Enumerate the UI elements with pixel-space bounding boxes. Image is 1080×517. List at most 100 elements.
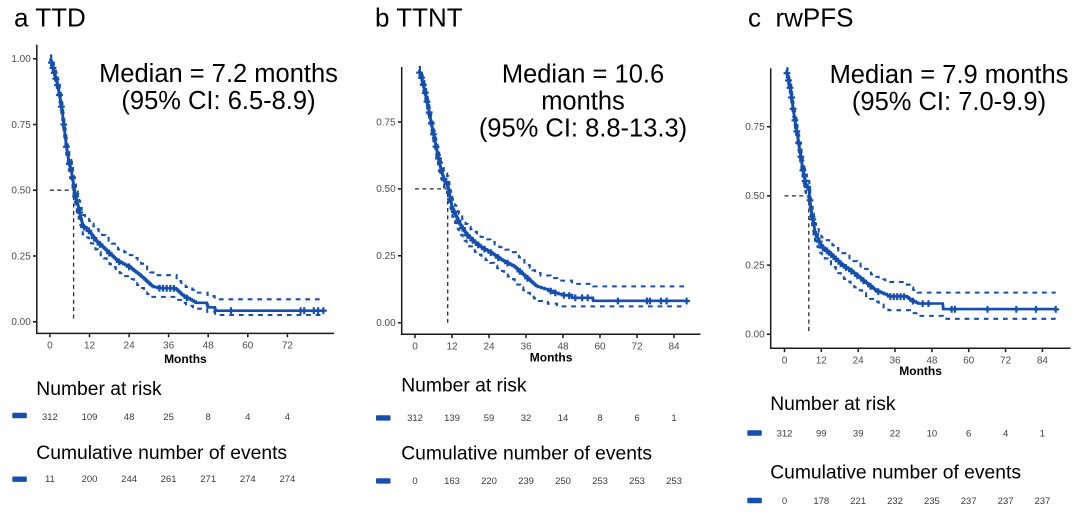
svg-text:Months: Months — [899, 364, 942, 378]
svg-text:312: 312 — [42, 412, 58, 423]
svg-text:24: 24 — [483, 342, 495, 353]
svg-text:0: 0 — [412, 476, 417, 487]
svg-text:235: 235 — [924, 496, 940, 507]
svg-text:109: 109 — [82, 412, 98, 423]
svg-text:274: 274 — [279, 474, 295, 485]
svg-text:Cumulative number of events: Cumulative number of events — [770, 462, 1021, 483]
svg-text:0.25: 0.25 — [376, 251, 396, 262]
svg-text:36: 36 — [520, 342, 532, 353]
svg-text:72: 72 — [282, 341, 294, 352]
svg-text:39: 39 — [853, 428, 864, 439]
svg-text:0: 0 — [47, 341, 53, 352]
svg-text:22: 22 — [890, 428, 901, 439]
svg-text:253: 253 — [629, 476, 645, 487]
svg-text:(95% CI: 8.8-13.3): (95% CI: 8.8-13.3) — [479, 115, 687, 143]
svg-text:8: 8 — [597, 413, 602, 424]
svg-text:253: 253 — [592, 476, 608, 487]
svg-text:163: 163 — [444, 476, 460, 487]
svg-text:Median = 10.6: Median = 10.6 — [502, 61, 664, 89]
svg-text:0.00: 0.00 — [745, 330, 765, 341]
svg-text:48: 48 — [557, 342, 569, 353]
svg-text:0.75: 0.75 — [745, 122, 765, 133]
svg-text:12: 12 — [816, 356, 828, 367]
svg-text:48: 48 — [926, 356, 938, 367]
svg-text:250: 250 — [555, 476, 571, 487]
svg-text:8: 8 — [206, 412, 211, 423]
svg-text:0.50: 0.50 — [745, 191, 765, 202]
svg-text:220: 220 — [481, 476, 497, 487]
svg-text:253: 253 — [666, 476, 682, 487]
svg-text:60: 60 — [963, 356, 975, 367]
svg-text:0.25: 0.25 — [745, 260, 765, 271]
svg-text:237: 237 — [961, 496, 977, 507]
svg-text:Months: Months — [164, 352, 207, 366]
svg-text:Cumulative number of events: Cumulative number of events — [401, 444, 652, 465]
svg-text:1.00: 1.00 — [11, 54, 31, 65]
svg-text:Number at risk: Number at risk — [401, 376, 527, 397]
svg-text:178: 178 — [813, 496, 829, 507]
svg-text:0.50: 0.50 — [11, 186, 31, 197]
svg-text:237: 237 — [998, 496, 1014, 507]
svg-text:4: 4 — [285, 412, 290, 423]
svg-text:0.50: 0.50 — [376, 184, 396, 195]
svg-text:84: 84 — [1037, 356, 1049, 367]
svg-text:36: 36 — [889, 356, 901, 367]
svg-text:(95% CI: 6.5-8.9): (95% CI: 6.5-8.9) — [121, 87, 315, 115]
svg-text:24: 24 — [124, 341, 136, 352]
svg-text:72: 72 — [1000, 356, 1012, 367]
svg-text:b TTNT: b TTNT — [375, 3, 463, 33]
svg-text:60: 60 — [594, 342, 606, 353]
svg-text:48: 48 — [203, 341, 215, 352]
svg-text:Cumulative number of events: Cumulative number of events — [36, 443, 287, 464]
svg-text:0: 0 — [782, 356, 788, 367]
svg-text:10: 10 — [927, 428, 938, 439]
svg-text:1: 1 — [671, 413, 676, 424]
svg-text:237: 237 — [1034, 496, 1050, 507]
svg-text:32: 32 — [521, 413, 532, 424]
svg-text:25: 25 — [163, 412, 174, 423]
svg-text:0: 0 — [412, 342, 418, 353]
svg-text:6: 6 — [966, 428, 971, 439]
svg-text:99: 99 — [816, 428, 827, 439]
svg-text:36: 36 — [163, 341, 175, 352]
svg-text:200: 200 — [82, 474, 98, 485]
svg-text:0.75: 0.75 — [376, 117, 396, 128]
svg-text:72: 72 — [631, 342, 643, 353]
svg-text:60: 60 — [242, 341, 254, 352]
svg-text:6: 6 — [634, 413, 639, 424]
svg-text:1: 1 — [1040, 428, 1045, 439]
svg-text:Months: Months — [530, 351, 573, 365]
svg-text:14: 14 — [558, 413, 569, 424]
svg-text:0: 0 — [782, 496, 787, 507]
svg-text:48: 48 — [124, 412, 135, 423]
svg-text:239: 239 — [518, 476, 534, 487]
svg-text:312: 312 — [777, 428, 793, 439]
svg-text:271: 271 — [200, 474, 216, 485]
svg-text:312: 312 — [407, 413, 423, 424]
svg-text:11: 11 — [45, 474, 55, 485]
svg-text:(95% CI: 7.0-9.9): (95% CI: 7.0-9.9) — [852, 88, 1046, 116]
svg-text:months: months — [541, 88, 625, 116]
svg-text:0.25: 0.25 — [11, 251, 31, 262]
svg-text:12: 12 — [446, 342, 458, 353]
svg-text:Number at risk: Number at risk — [770, 394, 896, 415]
svg-text:0.00: 0.00 — [11, 317, 31, 328]
svg-text:0.00: 0.00 — [376, 318, 396, 329]
svg-text:261: 261 — [161, 474, 177, 485]
svg-text:244: 244 — [121, 474, 137, 485]
svg-text:c rwPFS: c rwPFS — [748, 3, 853, 33]
svg-text:221: 221 — [850, 496, 866, 507]
svg-text:Median = 7.2 months: Median = 7.2 months — [99, 60, 338, 88]
svg-text:12: 12 — [84, 341, 96, 352]
svg-text:24: 24 — [853, 356, 865, 367]
svg-text:a TTD: a TTD — [14, 3, 86, 33]
svg-text:232: 232 — [887, 496, 903, 507]
svg-text:Number at risk: Number at risk — [36, 379, 162, 400]
svg-text:274: 274 — [240, 474, 256, 485]
svg-text:4: 4 — [245, 412, 250, 423]
svg-text:4: 4 — [1003, 428, 1008, 439]
svg-text:59: 59 — [484, 413, 495, 424]
svg-text:Median = 7.9 months: Median = 7.9 months — [830, 61, 1069, 89]
svg-text:139: 139 — [444, 413, 460, 424]
svg-text:0.75: 0.75 — [11, 120, 31, 131]
